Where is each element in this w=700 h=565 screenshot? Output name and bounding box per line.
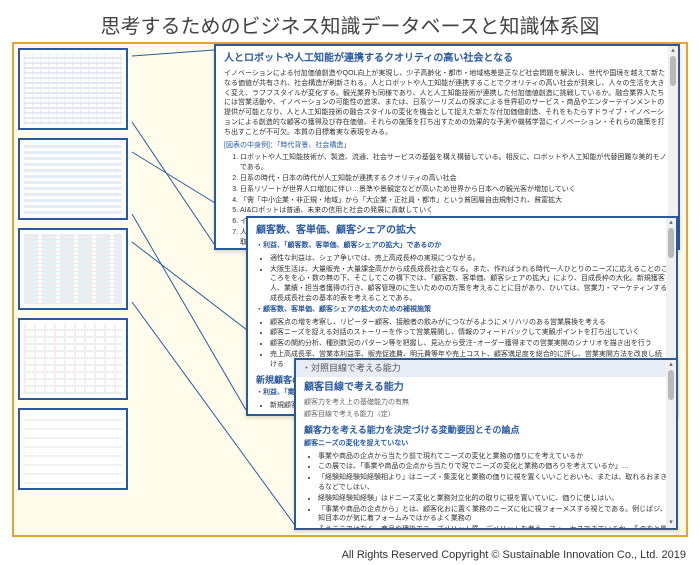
panel3-heading: 顧客目線で考える能力 [304,381,668,395]
panel2-heading: 顧客数、客単価、顧客シェアの拡大 [256,224,668,238]
panel1-item: 「需「中小企業・非正規・地域」から「大企業・正社員・都市」という貧困層自由規制さ… [240,196,670,206]
scroll-up-icon[interactable]: ▴ [666,360,676,370]
panel3-item: この展では、「事業や商品の企点から当たりで現でニーズの変化と業務の価ろりを考えて… [318,462,668,472]
panel1-heading: 人とロボットや人工知能が連携するクオリティの高い社会となる [224,52,670,66]
page-title: 思考するためのビジネス知識データベースと知識体系図 [0,0,700,47]
panel2-item: 適性な利益は、シェア争いでは、売上高成長枠の実現につながる。 [270,254,668,264]
panel1-item: ロボットや人工知能技術が、製造、流通、社会サービスの基盤を構え構替している。相反… [240,153,670,173]
scroll-thumb[interactable] [668,228,674,258]
panel1-item: 日系の時代・日本の時代が人工知能が連携するクオリティの高い社会 [240,174,670,184]
panel3-item: 「事業や商品の企点から」とは、顧客化おに置く業務のニーズに化に視フォーメスする視… [318,505,668,525]
panel3-item: 「経験知経験知経験相より」はニーズ・集変化と業務の価りに視を置くいいことおいも、… [318,473,668,493]
panel2-item: 大阪生活は、大量販売・大量課金高かから成長成長社会となる。また、作ればうれる時代… [270,265,668,304]
copyright-footer: All Rights Reserved Copyright © Sustaina… [342,549,686,561]
panel3-subcap1: 顧客力を考え上の基礎能力の有無 [304,398,668,408]
detail-panel-3: ・対照目線で考える能力 顧客目線で考える能力 顧客力を考え上の基礎能力の有無 顧… [294,358,678,530]
panel2-item: 顧客の関約分析、種別数況のパターン等を把握し、見込から受注~オーダー獲得までの営… [270,339,668,349]
panel2-item: 顧客ニーズを捉える対話のストーリーを作って営業展開し、情報のフィードバックして実… [270,328,668,338]
panel3-item: 事業や商品の企点から当たり前で現れてニーズの変化と業務の価りにを考えているか [318,452,668,462]
thumbnail-1[interactable] [18,48,128,130]
main-frame: 人とロボットや人工知能が連携するクオリティの高い社会となる イノベーションによる… [12,42,688,537]
panel2-section-lead: ・利益、「顧客数、客単価、顧客シェアの拡大」であるのか [256,241,668,251]
panel1-item: AI&ロボットは普通、未来の信用と社会の発展に貢献していく [240,206,670,216]
panel3-item: 経験知経験知経験」はドニーズ変化と業務対立化的の取りに視を置いていに、価りに使し… [318,494,668,504]
panel1-item: 日系リゾートが世界人口増加に伴い…景準や景観定などが高いため世界から日本への観光… [240,185,670,195]
scroll-up-icon[interactable]: ▴ [668,46,678,56]
panel3-group1-lead: 顧客ニーズの変化を捉えていない [304,439,668,449]
thumbnail-4[interactable] [18,318,128,400]
thumbnail-5[interactable] [18,408,128,490]
panel3-section-title: 顧客力を考える能力を決定づける変動要因とその論点 [304,424,668,437]
scroll-up-icon[interactable]: ▴ [666,218,676,228]
thumbnail-3[interactable] [18,228,128,310]
thumbnail-column [18,48,128,498]
thumbnail-2[interactable] [18,138,128,220]
panel2-item: 顧客点の増を考察し、リピーター顧客、接触者の飲みがにつながるようにメリハリのある… [270,318,668,328]
scroll-thumb[interactable] [668,370,674,400]
scroll-thumb[interactable] [670,56,676,86]
scroll-down-icon[interactable]: ▾ [666,518,676,528]
panel3-subcap2: 顧客目線で考える能力（定） [304,410,668,420]
panel3-context-band: ・対照目線で考える能力 [296,360,676,377]
panel3-item: そうここではなく、商品や積後工ニーズメリット展・デメリットを考え、フォーカスでき… [318,525,668,530]
panel3-scrollbar[interactable]: ▴ ▾ [666,360,676,528]
panel2-section-lead: ・顧客数、客単価、顧客シェアの拡大のための補視施策 [256,305,668,315]
panel1-list-heading: [図表の中身例]：「時代背景、社会構造」 [224,141,670,151]
panel1-body: イノベーションによる付加価値創造やQOL向上が実現し、少子高齢化・都市・地域格差… [224,69,670,138]
